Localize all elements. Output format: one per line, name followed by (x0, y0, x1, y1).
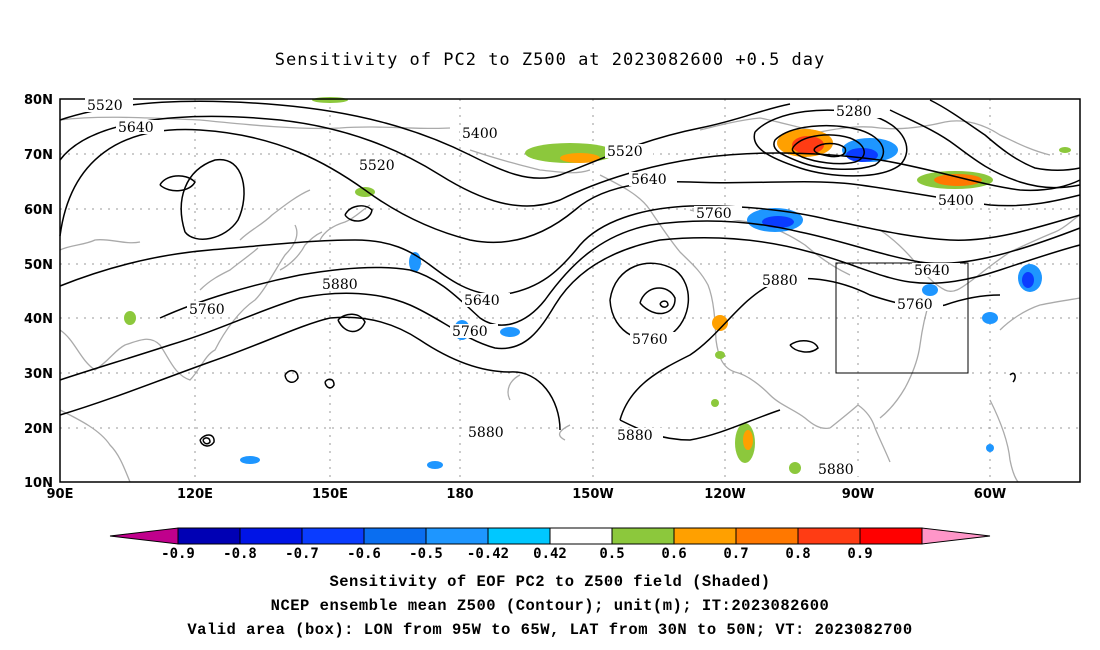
lat-label: 40N (24, 312, 53, 327)
lat-label: 20N (24, 422, 53, 437)
contour-label: 5880 (322, 277, 358, 293)
caption-line-2: NCEP ensemble mean Z500 (Contour); unit(… (270, 597, 830, 615)
contour-label: 5880 (617, 428, 653, 444)
lat-label: 60N (24, 203, 53, 218)
contour-label: 5640 (118, 120, 154, 136)
colorbar-swatch (611, 527, 675, 545)
contour-labels: 5520 5640 5400 5520 5520 5640 5280 5760 … (85, 98, 984, 478)
colorbar-swatch (549, 527, 613, 545)
contour-label: 5760 (452, 324, 488, 340)
contour-label: 5880 (762, 273, 798, 289)
lon-label: 90E (47, 487, 74, 502)
colorbar-swatch (859, 527, 923, 545)
contour-label: 5640 (914, 263, 950, 279)
colorbar-label: 0.9 (847, 546, 872, 562)
lon-label: 150W (572, 487, 613, 502)
contour-label: 5400 (938, 193, 974, 209)
colorbar-swatch (239, 527, 303, 545)
colorbar-swatch (109, 527, 179, 545)
colorbar-swatch (363, 527, 427, 545)
colorbar-label: -0.7 (285, 546, 319, 562)
contour-label: 5760 (897, 297, 933, 313)
colorbar-swatch (921, 527, 991, 545)
colorbar (109, 527, 991, 545)
caption-line-1: Sensitivity of EOF PC2 to Z500 field (Sh… (329, 573, 771, 591)
lat-label: 10N (24, 476, 53, 491)
colorbar-swatch (797, 527, 861, 545)
lat-label: 30N (24, 367, 53, 382)
contour-label: 5400 (462, 126, 498, 142)
lon-label: 120W (704, 487, 745, 502)
sensitivity-shading (124, 97, 1071, 474)
colorbar-label: 0.8 (785, 546, 810, 562)
contour-label: 5640 (464, 293, 500, 309)
colorbar-label: 0.7 (723, 546, 748, 562)
colorbar-swatch (177, 527, 241, 545)
contour-label: 5520 (607, 144, 643, 160)
lat-label: 80N (24, 93, 53, 108)
lat-axis-labels: 80N 70N 60N 50N 40N 30N 20N 10N (24, 93, 53, 491)
colorbar-swatch (425, 527, 489, 545)
contour-label: 5640 (631, 172, 667, 188)
colorbar-swatch (735, 527, 799, 545)
colorbar-swatch (487, 527, 551, 545)
lon-label: 120E (177, 487, 213, 502)
coastlines (59, 116, 1081, 483)
colorbar-label: -0.9 (161, 546, 195, 562)
lat-label: 70N (24, 148, 53, 163)
contour-label: 5760 (696, 206, 732, 222)
map-title: Sensitivity of PC2 to Z500 at 2023082600… (274, 50, 826, 70)
colorbar-label: 0.6 (661, 546, 686, 562)
contour-label: 5880 (818, 462, 854, 478)
contour-label: 5520 (87, 98, 123, 114)
contour-label: 5760 (189, 302, 225, 318)
colorbar-swatch (673, 527, 737, 545)
caption-line-3: Valid area (box): LON from 95W to 65W, L… (187, 621, 913, 639)
contour-label: 5880 (468, 425, 504, 441)
lon-axis-labels: 90E 120E 150E 180 150W 120W 90W 60W (47, 487, 1007, 502)
plot-frame (59, 98, 1081, 483)
colorbar-swatch (301, 527, 365, 545)
lon-label: 180 (446, 487, 473, 502)
colorbar-label: -0.5 (409, 546, 443, 562)
valid-area-box (835, 262, 969, 374)
lat-label: 50N (24, 258, 53, 273)
contour-label: 5280 (836, 104, 872, 120)
lon-label: 60W (974, 487, 1006, 502)
colorbar-label: 0.42 (533, 546, 567, 562)
contour-label: 5760 (632, 332, 668, 348)
lon-label: 90W (842, 487, 874, 502)
colorbar-label: -0.6 (347, 546, 381, 562)
contour-label: 5520 (359, 158, 395, 174)
colorbar-label: 0.5 (599, 546, 624, 562)
colorbar-label: -0.42 (467, 546, 509, 562)
colorbar-labels: -0.9 -0.8 -0.7 -0.6 -0.5 -0.42 0.42 0.5 0.6 0.7 0.… (161, 546, 873, 562)
lon-label: 150E (312, 487, 348, 502)
colorbar-label: -0.8 (223, 546, 257, 562)
